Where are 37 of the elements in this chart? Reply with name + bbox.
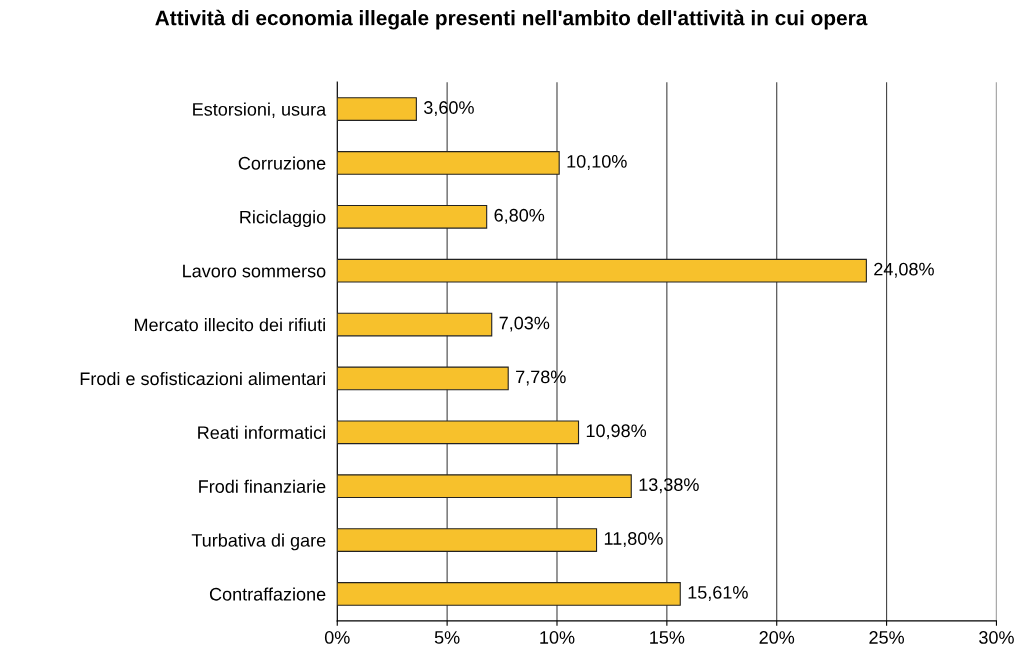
x-tick-label: 30% [979, 631, 1014, 644]
x-tick-label: 25% [869, 631, 905, 644]
x-tick-label: 15% [650, 631, 685, 644]
data-label: 7,78% [516, 370, 566, 386]
data-label: 3,60% [424, 101, 474, 117]
bar [337, 474, 632, 499]
bar [337, 366, 509, 391]
x-tick-label: 20% [759, 631, 795, 644]
y-tick-label: Mercato illecito dei rifiuti [134, 318, 325, 332]
y-tick-label: Turbativa di gare [191, 533, 326, 551]
x-tick-label: 10% [540, 631, 575, 644]
data-label: 15,61% [688, 585, 748, 601]
x-tick-label: 5% [434, 631, 460, 644]
data-label: 13,38% [639, 478, 699, 494]
y-tick-label: Estorsioni, usura [193, 102, 327, 118]
y-tick-label: Frodi finanziarie [199, 479, 326, 493]
bar [337, 204, 488, 229]
bar [337, 312, 493, 337]
y-tick-label: Reati informatici [198, 425, 325, 440]
data-label: 11,80% [604, 532, 663, 548]
chart-title: Attività di economia illegale presenti nell'ambito dell'attività in cui opera [155, 9, 868, 30]
bar [337, 258, 867, 283]
x-tick-label: 0% [324, 631, 350, 644]
data-label: 10,10% [567, 155, 627, 170]
y-tick-label: Riciclaggio [240, 210, 326, 228]
data-label: 10,98% [586, 424, 647, 440]
y-tick-label: Frodi e sofisticazioni alimentari [80, 371, 325, 386]
bar [337, 528, 598, 552]
data-label: 6,80% [494, 208, 545, 224]
y-tick-label: Contraffazione [209, 587, 326, 601]
y-tick-label: Corruzione [238, 156, 326, 170]
bar [337, 97, 417, 121]
data-label: 7,03% [499, 316, 550, 332]
bar [337, 420, 580, 445]
bar [337, 151, 560, 175]
bar [337, 582, 681, 606]
y-tick-label: Lavoro sommerso [183, 264, 326, 278]
